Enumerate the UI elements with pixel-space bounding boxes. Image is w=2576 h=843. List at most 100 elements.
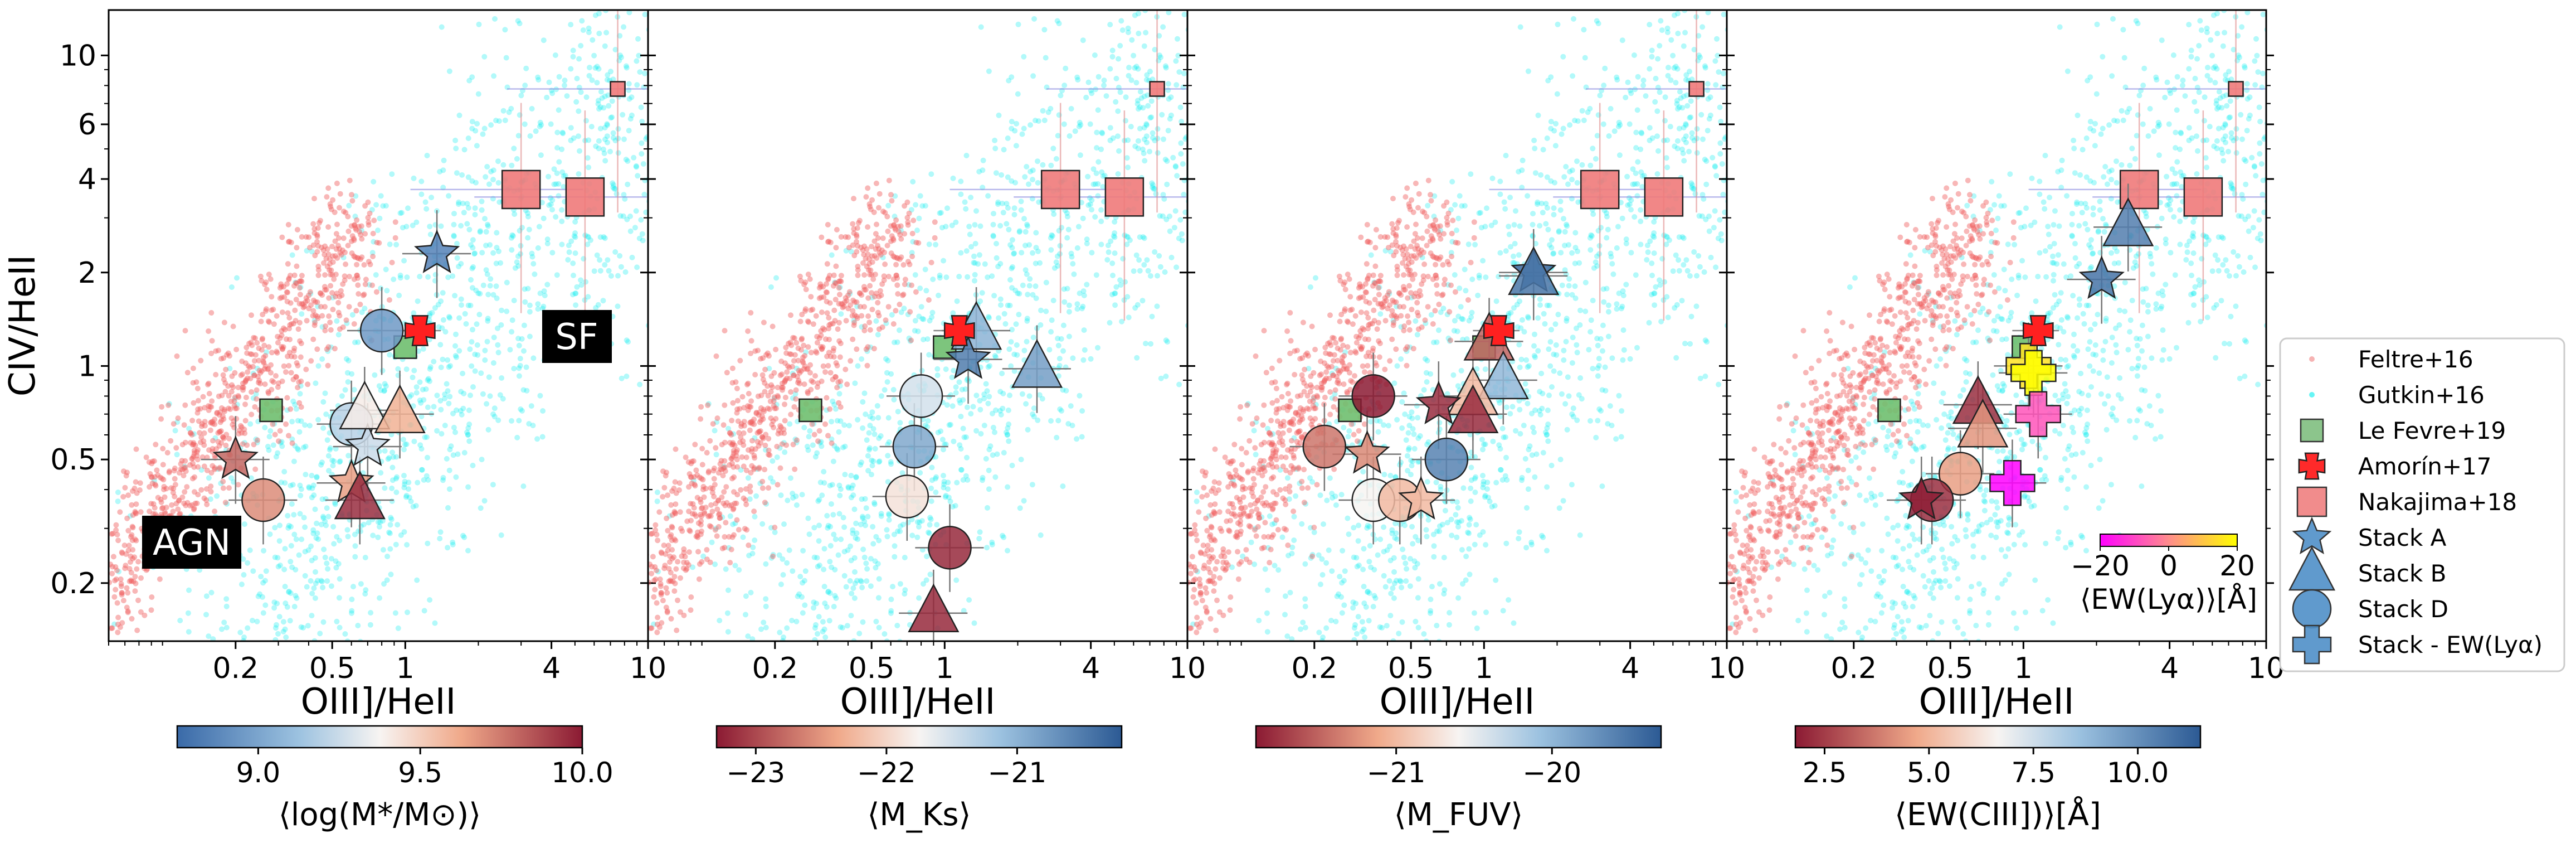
feltre-point — [908, 337, 914, 343]
gutkin-point — [404, 274, 410, 280]
gutkin-point — [465, 484, 471, 490]
feltre-point — [677, 609, 683, 615]
gutkin-point — [1285, 147, 1291, 153]
gutkin-point — [300, 624, 306, 631]
gutkin-point — [461, 534, 468, 540]
gutkin-point — [427, 311, 433, 317]
feltre-point — [748, 419, 754, 425]
gutkin-point — [281, 666, 287, 672]
gutkin-point — [1084, 240, 1090, 246]
feltre-point — [696, 576, 702, 582]
gutkin-point — [450, 541, 456, 548]
gutkin-point — [612, 47, 619, 52]
gutkin-point — [450, 452, 456, 458]
gutkin-point — [819, 492, 825, 498]
feltre-point — [299, 273, 305, 279]
feltre-point — [310, 242, 316, 248]
gutkin-point — [309, 249, 315, 255]
gutkin-point — [915, 328, 921, 335]
gutkin-point — [676, 178, 682, 184]
gutkin-point — [276, 614, 283, 620]
feltre-point — [193, 379, 199, 385]
feltre-point — [229, 382, 235, 388]
feltre-point — [291, 348, 297, 354]
feltre-point — [666, 566, 672, 572]
feltre-point — [244, 345, 250, 351]
gutkin-point — [389, 171, 395, 177]
feltre-point — [838, 301, 844, 307]
feltre-point — [261, 355, 266, 361]
gutkin-point — [352, 543, 358, 549]
gutkin-point — [784, 694, 790, 699]
feltre-point — [762, 380, 768, 386]
gutkin-point — [401, 473, 407, 478]
gutkin-point — [1176, 381, 1182, 387]
gutkin-point — [793, 618, 800, 624]
feltre-point — [133, 479, 139, 485]
gutkin-point — [1037, 260, 1043, 266]
gutkin-point — [1080, 288, 1087, 294]
gutkin-point — [1067, 133, 1073, 139]
gutkin-point — [526, 226, 532, 232]
feltre-point — [688, 594, 694, 600]
gutkin-point — [977, 406, 983, 413]
gutkin-point — [700, 743, 706, 748]
feltre-point — [716, 511, 722, 517]
gutkin-point — [490, 177, 496, 183]
gutkin-point — [946, 495, 952, 501]
gutkin-point — [1229, 86, 1235, 91]
gutkin-point — [678, 92, 684, 98]
gutkin-point — [368, 610, 374, 616]
feltre-point — [208, 350, 215, 356]
gutkin-point — [853, 535, 859, 541]
feltre-point — [805, 389, 811, 395]
agn-label: AGN — [153, 522, 231, 564]
gutkin-point — [1006, 438, 1012, 444]
gutkin-point — [606, 103, 612, 109]
gutkin-point — [495, 342, 501, 348]
feltre-point — [671, 588, 678, 594]
gutkin-point — [571, 273, 576, 278]
feltre-point — [753, 446, 758, 452]
feltre-point — [341, 209, 347, 215]
gutkin-point — [470, 237, 476, 243]
feltre-point — [182, 402, 188, 408]
gutkin-point — [220, 715, 226, 720]
gutkin-point — [306, 423, 313, 429]
gutkin-point — [238, 582, 245, 588]
gutkin-point — [754, 466, 760, 472]
gutkin-point — [1007, 302, 1013, 308]
gutkin-point — [259, 647, 264, 652]
feltre-point — [351, 253, 357, 259]
feltre-point — [770, 323, 776, 330]
feltre-point — [122, 485, 128, 491]
feltre-point — [798, 278, 804, 284]
gutkin-point — [436, 324, 442, 330]
feltre-point — [256, 380, 261, 386]
gutkin-point — [714, 419, 720, 425]
gutkin-point — [834, 418, 840, 424]
feltre-point — [717, 511, 723, 517]
gutkin-point — [596, 106, 602, 112]
feltre-point — [830, 348, 836, 354]
gutkin-point — [1068, 403, 1074, 409]
feltre-point — [741, 442, 747, 448]
feltre-point — [772, 405, 778, 411]
feltre-point — [220, 413, 226, 419]
gutkin-point — [1221, 36, 1227, 41]
gutkin-point — [641, 191, 647, 197]
gutkin-point — [456, 201, 461, 207]
gutkin-point — [586, 72, 592, 79]
gutkin-point — [908, 420, 914, 426]
gutkin-point — [362, 555, 368, 560]
gutkin-point — [789, 618, 795, 623]
feltre-point — [733, 379, 739, 385]
feltre-point — [749, 420, 755, 427]
gutkin-point — [837, 624, 844, 630]
feltre-point — [715, 470, 722, 476]
gutkin-point — [490, 250, 496, 256]
feltre-point — [689, 481, 695, 486]
feltre-point — [730, 506, 736, 512]
gutkin-point — [1092, 181, 1098, 187]
feltre-point — [878, 292, 884, 298]
